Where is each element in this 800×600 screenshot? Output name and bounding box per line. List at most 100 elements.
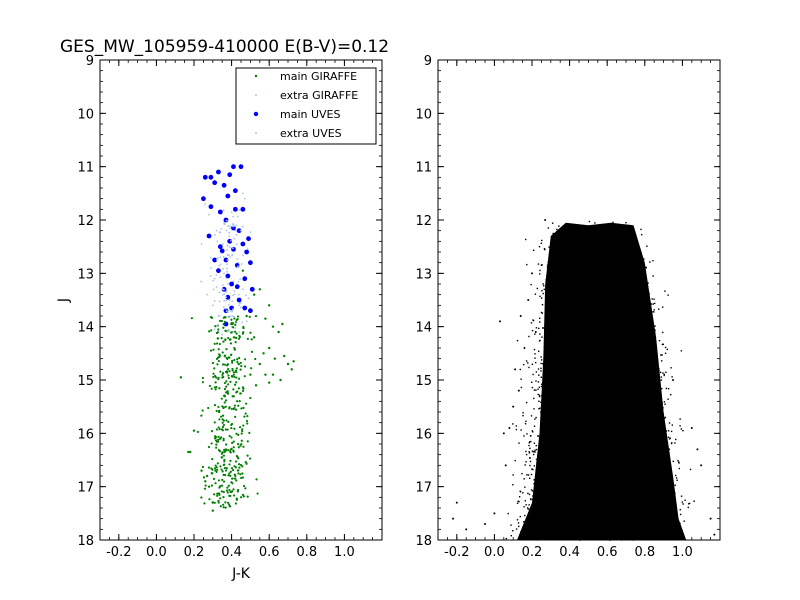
point-field-star: [601, 261, 604, 263]
point-field-star: [558, 225, 560, 227]
point-field-star: [654, 329, 656, 332]
point-field-star: [617, 537, 619, 540]
point-field-star: [558, 471, 560, 474]
point-field-star: [595, 277, 597, 280]
point-field-star: [638, 293, 640, 295]
point-field-star: [534, 418, 536, 420]
point-field-star: [607, 394, 609, 396]
point-extra-giraffe: [225, 219, 228, 222]
point-field-star: [562, 347, 565, 350]
point-field-star: [533, 514, 535, 517]
point-field-star: [605, 339, 607, 341]
point-field-star: [558, 530, 561, 532]
y-tick-label: 12: [77, 214, 94, 229]
point-field-star: [645, 481, 647, 484]
x-tick-label: -0.2: [444, 545, 469, 560]
point-field-star: [593, 388, 595, 390]
point-field-star: [589, 342, 591, 344]
point-main-uves: [221, 182, 227, 188]
point-field-star: [628, 521, 630, 524]
point-field-star: [569, 339, 572, 341]
point-field-star: [643, 488, 646, 490]
point-field-star: [669, 437, 671, 439]
point-field-star: [535, 448, 538, 451]
point-main-giraffe: [230, 426, 233, 430]
point-field-star: [561, 471, 563, 473]
point-field-star: [585, 537, 588, 540]
point-field-star: [632, 378, 634, 380]
point-main-giraffe: [231, 477, 234, 480]
point-field-star: [639, 324, 641, 326]
point-field-star: [652, 510, 654, 513]
point-field-star: [539, 407, 541, 409]
point-field-star: [614, 437, 616, 439]
point-main-giraffe: [237, 433, 240, 436]
point-field-star: [623, 443, 625, 446]
point-field-star: [662, 483, 664, 486]
point-field-star: [589, 392, 591, 395]
point-main-giraffe: [235, 454, 238, 458]
point-main-giraffe: [227, 376, 230, 380]
point-field-star: [621, 373, 623, 376]
point-field-star: [533, 482, 535, 485]
point-field-star: [566, 304, 569, 307]
point-field-star: [666, 524, 668, 526]
point-field-star: [618, 271, 621, 273]
point-field-star: [626, 315, 628, 317]
point-field-star: [655, 502, 657, 505]
point-field-star: [593, 296, 596, 298]
point-field-star: [651, 491, 653, 493]
point-field-star: [640, 510, 643, 513]
point-field-star: [563, 284, 565, 286]
point-main-giraffe: [273, 357, 277, 360]
point-field-star: [612, 473, 614, 475]
point-main-giraffe: [230, 407, 234, 411]
point-field-star: [654, 437, 657, 440]
point-field-star: [551, 363, 554, 365]
point-main-giraffe: [237, 387, 241, 390]
point-field-star: [612, 465, 614, 467]
point-field-star: [666, 513, 668, 515]
point-field-star: [546, 264, 549, 266]
point-main-giraffe: [203, 487, 207, 490]
point-field-star: [640, 414, 643, 416]
point-field-star: [565, 368, 567, 371]
point-field-star: [575, 255, 577, 257]
y-tick-label: 15: [77, 374, 94, 389]
point-field-star: [608, 265, 611, 267]
point-field-star: [544, 537, 547, 540]
point-field-star: [600, 404, 602, 406]
point-field-star: [543, 503, 545, 506]
point-field-star: [662, 372, 664, 374]
point-field-star: [644, 363, 647, 366]
point-field-star: [647, 475, 650, 477]
point-field-star: [629, 371, 631, 374]
point-field-star: [588, 417, 590, 419]
point-field-star: [543, 285, 545, 287]
point-field-star: [592, 428, 594, 430]
point-field-star: [574, 499, 576, 501]
point-field-star: [644, 473, 646, 476]
point-field-star: [615, 488, 617, 490]
point-field-star: [606, 298, 608, 301]
point-main-giraffe: [214, 482, 217, 485]
point-field-star: [570, 511, 572, 513]
point-field-star: [595, 341, 598, 343]
point-field-star: [642, 342, 644, 344]
point-field-star: [607, 352, 609, 354]
point-field-star: [606, 515, 608, 518]
point-field-star: [581, 288, 583, 290]
point-field-star: [565, 248, 568, 251]
point-field-star: [651, 451, 653, 453]
point-field-star: [548, 461, 550, 464]
point-field-star: [621, 366, 624, 368]
point-field-star: [616, 364, 619, 367]
point-field-star: [548, 319, 551, 321]
point-field-star: [649, 261, 651, 263]
point-field-star: [531, 509, 533, 511]
point-main-giraffe: [226, 428, 229, 431]
point-field-star: [640, 524, 643, 527]
point-field-star: [593, 468, 595, 471]
point-field-star: [517, 522, 520, 524]
point-field-star: [569, 268, 572, 270]
